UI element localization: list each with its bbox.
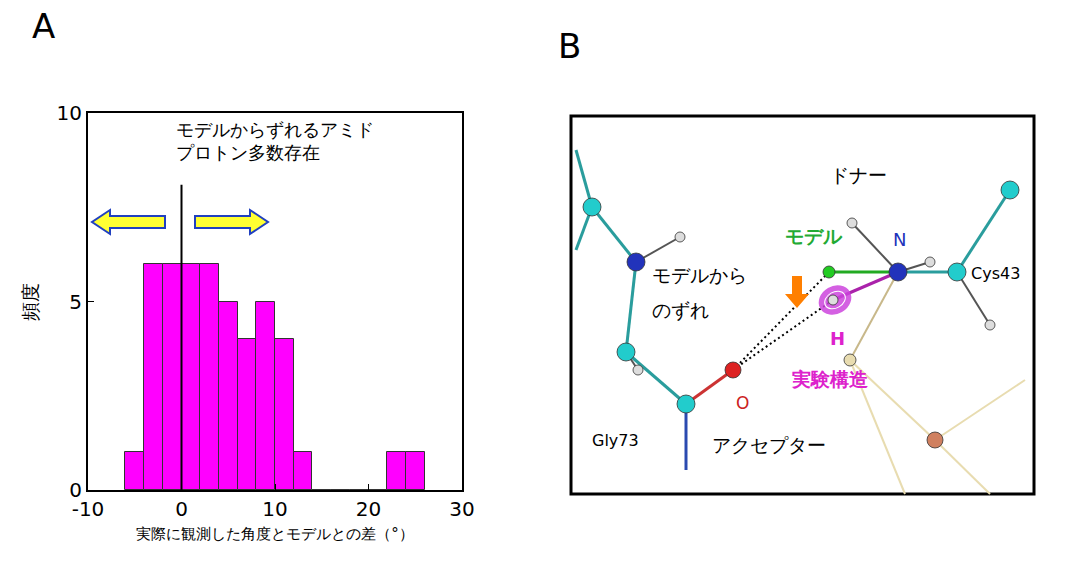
- svg-text:頻度: 頻度: [19, 283, 41, 321]
- svg-text:モデルからずれるアミドプロトン多数存在: モデルからずれるアミドプロトン多数存在: [176, 119, 374, 163]
- svg-text:ドナー: ドナー: [830, 164, 887, 186]
- svg-text:実験構造: 実験構造: [791, 368, 869, 390]
- svg-text:A: A: [32, 6, 55, 46]
- svg-text:アクセプター: アクセプター: [712, 434, 826, 456]
- svg-text:モデルから: モデルから: [652, 264, 747, 286]
- svg-text:10: 10: [57, 101, 82, 125]
- svg-text:のずれ: のずれ: [652, 299, 709, 321]
- svg-text:10: 10: [262, 497, 287, 521]
- svg-text:-10: -10: [72, 497, 105, 521]
- svg-text:0: 0: [69, 478, 82, 502]
- svg-text:N: N: [893, 229, 906, 250]
- svg-text:20: 20: [356, 497, 381, 521]
- svg-text:Gly73: Gly73: [592, 431, 639, 450]
- svg-text:30: 30: [449, 497, 474, 521]
- svg-text:実際に観測した角度とモデルとの差（°）: 実際に観測した角度とモデルとの差（°）: [136, 525, 414, 543]
- svg-text:Cys43: Cys43: [971, 264, 1020, 283]
- svg-text:モデル: モデル: [785, 225, 843, 247]
- svg-text:B: B: [558, 26, 581, 66]
- svg-text:5: 5: [69, 290, 82, 314]
- svg-text:H: H: [830, 328, 845, 349]
- svg-text:0: 0: [175, 497, 188, 521]
- svg-text:O: O: [736, 393, 749, 413]
